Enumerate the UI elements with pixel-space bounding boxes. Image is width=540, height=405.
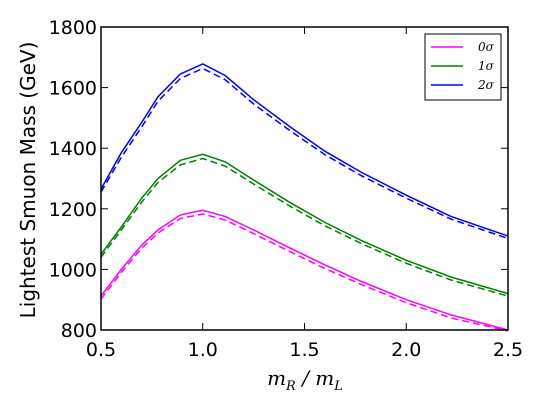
x-tick-label: 1.0 [188, 339, 218, 361]
y-axis-title: Lightest Smuon Mass (GeV) [16, 42, 40, 319]
series-line-2-dashed [100, 67, 509, 240]
legend-box [424, 33, 502, 101]
y-tick-label: 1800 [49, 17, 97, 39]
y-tick-label: 800 [61, 320, 97, 342]
x-axis-title: mR / mL [267, 366, 343, 394]
legend: 0σ 1σ 2σ [424, 33, 502, 101]
series-line-0-solid [100, 209, 509, 331]
legend-label: 1σ [478, 59, 495, 73]
legend-label: 0σ [478, 40, 495, 54]
y-tick-label: 1400 [49, 138, 97, 160]
series-line-1-solid [100, 153, 509, 295]
series-line-2-solid [100, 63, 509, 237]
x-tick-label: 2.5 [493, 339, 523, 361]
y-tick-label: 1200 [49, 199, 97, 221]
series-line-1-dashed [100, 157, 509, 297]
axis-ticks [100, 26, 509, 331]
y-tick-label: 1000 [49, 259, 97, 281]
x-tick-label: 0.5 [86, 339, 116, 361]
x-tick-label: 1.5 [289, 339, 319, 361]
x-tick-label: 2.0 [391, 339, 421, 361]
legend-label: 2σ [477, 78, 495, 92]
y-tick-label: 1600 [49, 78, 97, 100]
plot-lines [100, 63, 509, 332]
series-line-0-dashed [100, 213, 509, 332]
tick-labels: 0.5 1.0 1.5 2.0 2.5 800 1000 1200 1400 1600 1800 [49, 17, 523, 361]
